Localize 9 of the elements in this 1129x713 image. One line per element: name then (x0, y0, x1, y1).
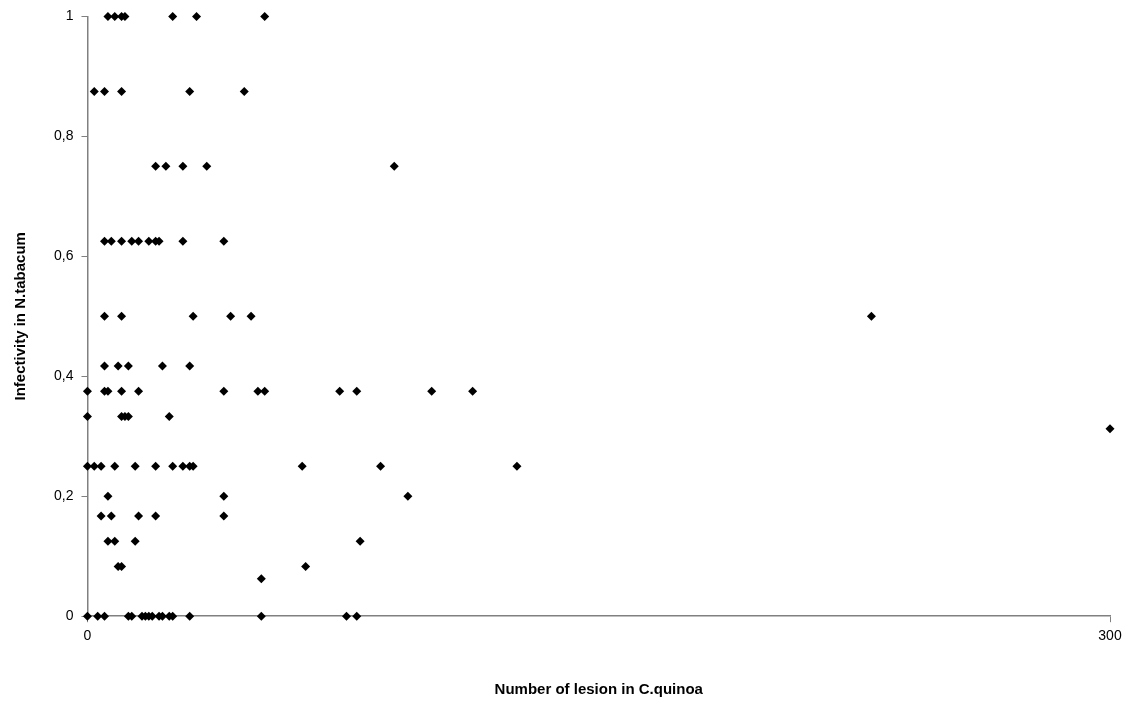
y-axis-title: Infectivity in N.tabacum (11, 232, 29, 401)
y-tick-label: 0,2 (53, 487, 74, 504)
y-tick-label: 0,6 (53, 247, 74, 264)
y-tick-label: 0 (65, 607, 74, 624)
y-tick-label: 0,4 (53, 367, 74, 384)
x-tick-label: 300 (1098, 627, 1122, 644)
x-axis-title: Number of lesion in C.quinoa (494, 680, 704, 698)
y-tick-label: 1 (65, 7, 74, 24)
y-tick-label: 0,8 (53, 127, 74, 144)
